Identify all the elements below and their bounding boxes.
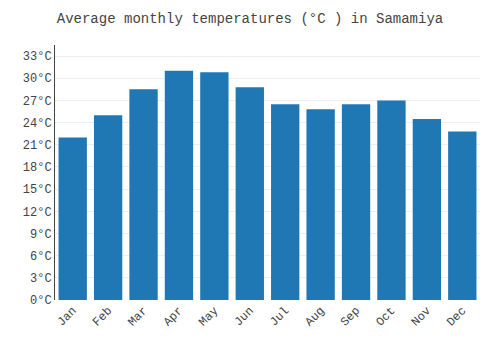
- svg-text:May: May: [196, 304, 221, 329]
- svg-text:18°C: 18°C: [23, 161, 52, 175]
- svg-text:Jun: Jun: [232, 304, 257, 329]
- svg-text:Jan: Jan: [55, 304, 80, 329]
- svg-text:Sep: Sep: [338, 304, 363, 329]
- svg-text:27°C: 27°C: [23, 95, 52, 109]
- svg-text:15°C: 15°C: [23, 183, 52, 197]
- svg-text:12°C: 12°C: [23, 206, 52, 220]
- svg-text:9°C: 9°C: [30, 228, 52, 242]
- svg-text:Feb: Feb: [90, 304, 115, 329]
- svg-text:Average monthly temperatures (: Average monthly temperatures (°C ) in Sa…: [57, 11, 443, 27]
- svg-text:6°C: 6°C: [30, 250, 52, 264]
- svg-text:0°C: 0°C: [30, 294, 52, 308]
- svg-text:33°C: 33°C: [23, 50, 52, 64]
- svg-text:3°C: 3°C: [30, 272, 52, 286]
- svg-text:Apr: Apr: [161, 304, 186, 329]
- svg-text:24°C: 24°C: [23, 117, 52, 131]
- svg-text:Mar: Mar: [125, 304, 150, 329]
- svg-text:Dec: Dec: [444, 304, 469, 329]
- svg-text:Jul: Jul: [267, 304, 292, 329]
- svg-text:Oct: Oct: [373, 304, 398, 329]
- svg-text:30°C: 30°C: [23, 72, 52, 86]
- svg-text:21°C: 21°C: [23, 139, 52, 153]
- svg-text:Aug: Aug: [303, 304, 328, 329]
- svg-text:Nov: Nov: [409, 304, 434, 329]
